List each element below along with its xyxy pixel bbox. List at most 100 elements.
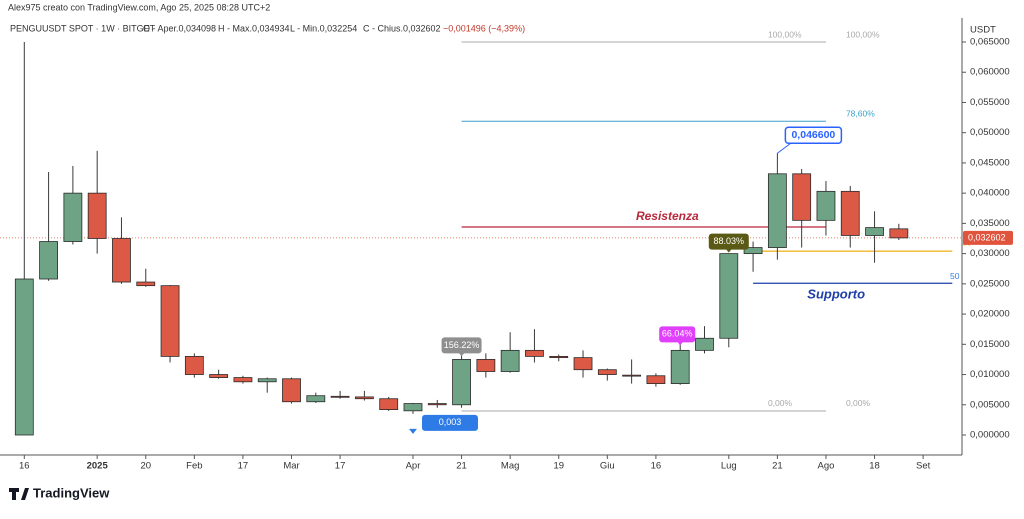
y-tick-label: 0,065000 (970, 37, 1010, 48)
level-label: Supporto (807, 287, 865, 302)
candle-body (379, 398, 399, 411)
credit: Alex975 creato con TradingView.com, Ago … (8, 2, 270, 12)
fib-label: 78,60% (846, 108, 875, 118)
ohlc-open: O - Aper.0,034098 (143, 23, 216, 33)
logo: TradingView (9, 485, 110, 500)
x-tick-label: Feb (186, 461, 202, 472)
candle-body (889, 228, 909, 239)
x-tick-label: Lug (721, 461, 737, 472)
callout: 156.22% (441, 337, 482, 357)
x-tick-label: 21 (456, 461, 467, 472)
y-tick-label: 0,060000 (970, 67, 1010, 78)
candle-body (209, 374, 229, 378)
x-tick-label: 16 (651, 461, 662, 472)
candle-body (14, 278, 34, 436)
y-tick-label: 0,055000 (970, 97, 1010, 108)
change: −0,001496 (−4,39%) (443, 23, 525, 33)
fib-label: 0,00% (846, 398, 871, 408)
callout-label: 156.22% (444, 340, 480, 350)
candle-body (160, 285, 180, 357)
ohlc-high: H - Max.0,034934 (218, 23, 290, 33)
callout: 88.03% (708, 233, 749, 253)
x-tick-label: Set (916, 461, 931, 472)
y-tick-label: 0,030000 (970, 248, 1010, 259)
symbol: PENGUUSDT SPOT · 1W · BITGET (10, 23, 156, 33)
candle-body (792, 173, 812, 221)
x-tick-label: Mar (283, 461, 299, 472)
candle-body (597, 369, 617, 375)
candle-body (549, 355, 569, 359)
y-tick-label: 0,010000 (970, 369, 1010, 380)
x-tick-label: 16 (19, 461, 30, 472)
legend-line: PENGUUSDT SPOT · 1W · BITGET O - Aper.0,… (10, 23, 525, 33)
candle-body (257, 378, 277, 383)
callout-box (441, 337, 482, 354)
callout-label: 0,046600 (791, 129, 835, 141)
x-tick-label: 17 (335, 461, 346, 472)
candle-body (816, 190, 836, 221)
candle-body (573, 357, 593, 371)
y-tick-label: 0,050000 (970, 127, 1010, 138)
x-tick-label: 17 (238, 461, 249, 472)
candle-body (87, 192, 107, 239)
callout-label: 66.04% (662, 329, 693, 339)
x-tick-label: 20 (140, 461, 151, 472)
candle-body (136, 281, 156, 287)
ohlc-low: L - Min.0,032254 (290, 23, 357, 33)
callout-label: 0,003 (439, 417, 462, 427)
candle-body (695, 337, 714, 351)
callout-pointer (408, 428, 417, 434)
candle-body (743, 247, 763, 255)
callout-box (421, 414, 478, 431)
candle-body (500, 349, 520, 372)
y-tick-label: 0,005000 (970, 399, 1010, 410)
candle-body (840, 190, 860, 236)
candle-body (233, 377, 253, 383)
callout: 0,003 (408, 414, 478, 434)
callout-label: 88.03% (714, 236, 745, 246)
logo-text: TradingView (33, 485, 110, 500)
candle-body (427, 403, 447, 406)
ohlc-close: C - Chius.0,032602 (363, 23, 441, 33)
x-tick-label: Mag (501, 461, 519, 472)
candle-body (306, 395, 326, 403)
candle-body (525, 349, 544, 357)
y-tick-label: 0,045000 (970, 157, 1010, 168)
callout-box (784, 126, 843, 144)
candle-body (476, 359, 496, 372)
candle-body (767, 173, 787, 248)
callout: 66.04% (659, 326, 696, 346)
candle-body (719, 253, 739, 339)
candle-body (112, 238, 131, 283)
candle-body (403, 403, 423, 412)
x-tick-label: 21 (772, 461, 783, 472)
price-tag (963, 230, 1013, 245)
candle-body (865, 227, 884, 236)
candle-body (330, 395, 350, 398)
candle-body (622, 374, 642, 377)
fib-label: 100,00% (768, 29, 802, 39)
x-tick-label: Ago (818, 461, 835, 472)
level-label: 50 (950, 271, 960, 281)
candle-body (670, 349, 690, 385)
x-tick-label: Giu (600, 461, 615, 472)
candle-body (452, 359, 471, 406)
axis-unit: USDT (970, 25, 996, 36)
callout-box (708, 233, 749, 250)
y-tick-label: 0,040000 (970, 188, 1010, 199)
y-tick-label: 0,000000 (970, 430, 1010, 441)
callout: 0,046600 (777, 126, 843, 154)
y-tick-label: 0,025000 (970, 278, 1010, 289)
candle-body (184, 355, 204, 375)
candle-body (282, 378, 301, 403)
price-tag-label: 0,032602 (968, 232, 1006, 242)
fib-label: 0,00% (768, 398, 793, 408)
y-tick-label: 0,035000 (970, 218, 1010, 229)
x-tick-label: 2025 (87, 461, 109, 472)
x-tick-label: 19 (553, 461, 564, 472)
fib-label: 100,00% (846, 29, 880, 39)
candle-body (646, 375, 666, 385)
candle-body (354, 396, 374, 400)
y-tick-label: 0,020000 (970, 309, 1010, 320)
